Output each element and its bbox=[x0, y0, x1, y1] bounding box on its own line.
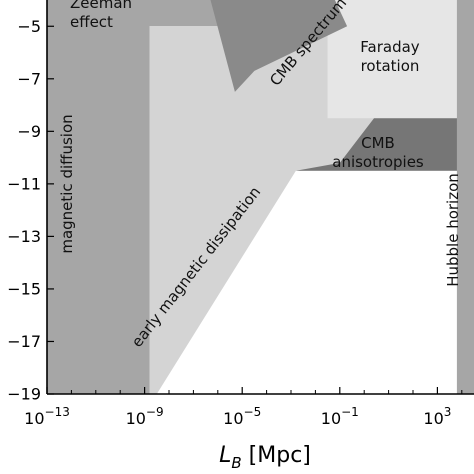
y-tick-label: −17 bbox=[7, 332, 41, 351]
region-label-zeeman-effect: Zeeman effect bbox=[70, 0, 132, 31]
x-tick-label: 103 bbox=[423, 405, 451, 428]
region-magnetic-diffusion bbox=[47, 0, 150, 394]
y-tick-label: −11 bbox=[7, 174, 41, 193]
y-tick-label: −19 bbox=[7, 385, 41, 404]
x-axis-label: LB [Mpc] bbox=[219, 443, 311, 472]
y-tick-label: −7 bbox=[17, 69, 41, 88]
region-label-magnetic-diffusion: magnetic diffusion bbox=[58, 114, 76, 253]
x-tick-label: 10−13 bbox=[24, 405, 70, 428]
region-hubble-horizon bbox=[456, 0, 474, 394]
y-tick-label: −9 bbox=[17, 122, 41, 141]
region-label-hubble-horizon: Hubble horizon bbox=[444, 173, 462, 287]
x-tick-label: 10−5 bbox=[223, 405, 261, 428]
regions-layer bbox=[47, 0, 474, 395]
region-faraday-rotation bbox=[327, 0, 462, 119]
x-tick-label: 10−9 bbox=[126, 405, 164, 428]
y-tick-label: −15 bbox=[7, 279, 41, 298]
region-label-faraday-rotation: Faraday rotation bbox=[360, 38, 420, 75]
region-cmb-spectrum bbox=[210, 0, 348, 92]
y-tick-label: −5 bbox=[17, 17, 41, 36]
x-tick-label: 10−1 bbox=[321, 405, 359, 428]
y-tick-label: −13 bbox=[7, 227, 41, 246]
region-label-cmb-anisotropies: CMB anisotropies bbox=[332, 134, 424, 171]
region-cmb-anisotropies bbox=[295, 118, 462, 171]
